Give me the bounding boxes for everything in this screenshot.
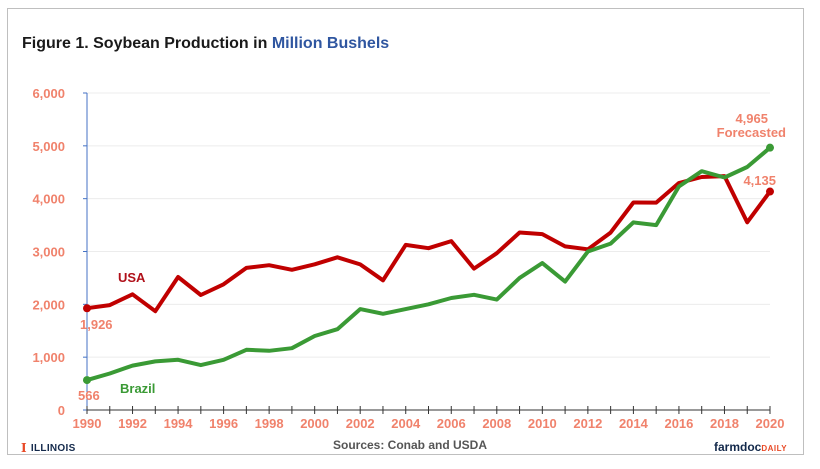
series-line-usa: [86, 174, 772, 314]
y-tick-label: 0: [58, 403, 65, 418]
y-tick-label: 5,000: [32, 139, 65, 154]
x-tick-label: 1994: [164, 416, 194, 431]
chart-frame: [7, 8, 804, 455]
gridlines: [87, 92, 770, 358]
x-tick-label: 2004: [391, 416, 421, 431]
farmdoc-logo-text: farmdoc: [714, 440, 762, 454]
series-lines: [83, 143, 774, 385]
farmdoc-daily-logo: farmdocDAILY: [714, 440, 787, 454]
daily-logo-text: DAILY: [761, 444, 788, 453]
data-label-usa-start: 1,926: [80, 317, 113, 332]
source-note: Sources: Conab and USDA: [332, 438, 488, 452]
data-label-forecasted: Forecasted: [717, 125, 786, 140]
y-tick-label: 4,000: [32, 192, 65, 207]
chart-title: Figure 1. Soybean Production in Million …: [22, 35, 389, 53]
x-tick-label: 1998: [255, 416, 284, 431]
data-label-brazil-end: 4,965: [735, 111, 768, 126]
y-tick-label: 3,000: [32, 245, 65, 260]
chart-title-unit: Million Bushels: [271, 35, 390, 52]
x-tick-label: 2016: [664, 416, 693, 431]
x-tick-label: 2018: [710, 416, 739, 431]
data-point-usa-start: [83, 304, 91, 313]
x-axis: 1990 1992 1994 1996 1998 2000 2002 2004 2006 2008…: [73, 406, 785, 431]
data-label-brazil-start: 566: [78, 388, 100, 403]
series-label-brazil: Brazil: [120, 381, 155, 396]
x-tick-label: 1990: [73, 416, 102, 431]
y-tick-label: 6,000: [32, 86, 65, 101]
x-tick-label: 2020: [756, 416, 785, 431]
series-label-usa: USA: [118, 270, 146, 285]
data-point-brazil-start: [83, 376, 91, 385]
data-label-usa-end: 4,135: [743, 173, 776, 188]
series-line-brazil: [86, 146, 772, 383]
x-tick-label: 2006: [437, 416, 466, 431]
x-tick-label: 2014: [619, 416, 649, 431]
x-tick-label: 2000: [300, 416, 329, 431]
data-point-brazil-end: [766, 143, 774, 152]
block-i-icon: I: [21, 441, 27, 455]
chart-title-main: Figure 1. Soybean Production in: [22, 35, 268, 52]
x-tick-label: 1992: [118, 416, 147, 431]
y-tick-label: 2,000: [32, 297, 65, 312]
x-tick-label: 2002: [346, 416, 375, 431]
y-tick-label: 1,000: [32, 350, 65, 365]
data-point-usa-end: [766, 187, 774, 196]
illinois-logo-text: ILLINOIS: [30, 442, 76, 454]
illinois-logo: I ILLINOIS: [21, 441, 76, 455]
x-tick-label: 2010: [528, 416, 557, 431]
x-tick-label: 2012: [573, 416, 602, 431]
x-tick-label: 1996: [209, 416, 238, 431]
x-tick-label: 2008: [482, 416, 511, 431]
y-axis: 0 1,000 2,000 3,000 4,000 5,000 6,000: [32, 86, 88, 418]
